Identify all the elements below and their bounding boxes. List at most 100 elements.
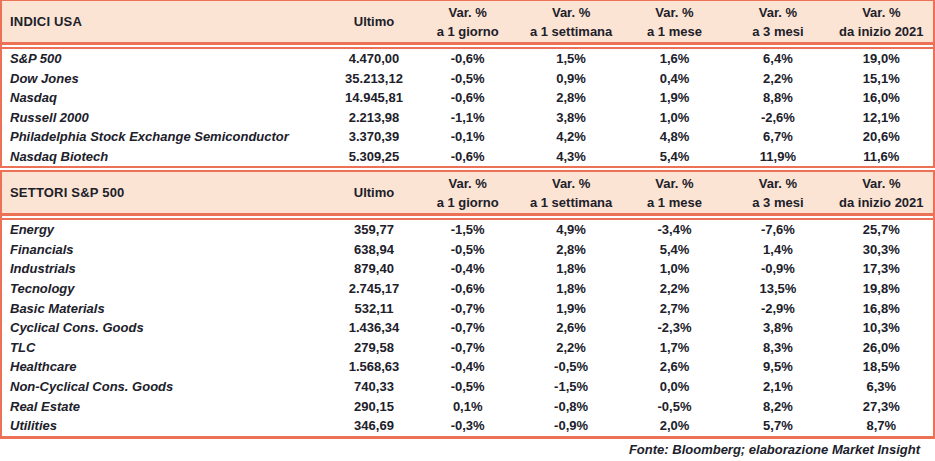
cell-ultimo: 4.470,00 (332, 51, 416, 66)
cell-var-1-settimana: 1,8% (519, 281, 622, 296)
cell-ultimo: 3.370,39 (332, 129, 416, 144)
cell-var-1-giorno: -0,4% (416, 359, 519, 374)
cell-var-3-mesi: 6,7% (726, 129, 829, 144)
row-label: Philadelphia Stock Exchange Semiconducto… (2, 129, 332, 144)
settori-sp500-table: SETTORI S&P 500 Ultimo Var. % a 1 giorno… (0, 170, 935, 439)
column-header-var-pct: Var. % da inizio 2021 (830, 174, 933, 212)
source-note: Fonte: Bloomberg; elaborazione Market In… (0, 439, 935, 460)
cell-var-1-settimana: 4,9% (519, 222, 622, 237)
column-header-line2: a 1 mese (623, 22, 726, 41)
table-row: Dow Jones 35.213,12 -0,5% 0,9% 0,4% 2,2%… (2, 69, 933, 89)
cell-var-inizio-2021: 18,5% (830, 359, 933, 374)
cell-ultimo: 1.436,34 (332, 320, 416, 335)
table-row: Nasdaq Biotech 5.309,25 -0,6% 4,3% 5,4% … (2, 147, 933, 167)
cell-ultimo: 346,69 (332, 418, 416, 433)
row-label: Tecnology (2, 281, 332, 296)
cell-var-1-settimana: 2,8% (519, 242, 622, 257)
column-header-line2: a 3 mesi (726, 22, 829, 41)
row-label: Russell 2000 (2, 110, 332, 125)
cell-var-1-giorno: -0,7% (416, 340, 519, 355)
cell-var-1-giorno: -1,5% (416, 222, 519, 237)
cell-var-1-mese: 5,4% (623, 242, 726, 257)
column-header-line1: Var. % (830, 3, 933, 22)
column-header-var-pct: Var. % a 1 settimana (519, 174, 622, 212)
cell-var-1-mese: 4,8% (623, 129, 726, 144)
cell-var-inizio-2021: 16,0% (830, 90, 933, 105)
cell-var-1-giorno: -0,6% (416, 149, 519, 164)
header-separator-double-line (2, 213, 933, 220)
cell-var-inizio-2021: 30,3% (830, 242, 933, 257)
cell-var-1-settimana: 4,2% (519, 129, 622, 144)
cell-var-3-mesi: 13,5% (726, 281, 829, 296)
cell-var-1-mese: 2,0% (623, 418, 726, 433)
cell-var-1-mese: -3,4% (623, 222, 726, 237)
cell-var-1-settimana: 2,6% (519, 320, 622, 335)
column-header-line2: a 1 giorno (416, 193, 519, 212)
column-header-line2: da inizio 2021 (830, 193, 933, 212)
column-header-line2: a 1 giorno (416, 22, 519, 41)
cell-ultimo: 638,94 (332, 242, 416, 257)
cell-var-1-mese: 1,0% (623, 110, 726, 125)
cell-var-3-mesi: 9,5% (726, 359, 829, 374)
cell-var-1-settimana: 2,8% (519, 90, 622, 105)
column-header-ultimo: Ultimo (332, 185, 416, 200)
cell-var-1-mese: 1,6% (623, 51, 726, 66)
cell-var-1-mese: 0,0% (623, 379, 726, 394)
cell-var-1-settimana: -0,5% (519, 359, 622, 374)
row-label: Non-Cyclical Cons. Goods (2, 379, 332, 394)
table-row: Healthcare 1.568,63 -0,4% -0,5% 2,6% 9,5… (2, 357, 933, 377)
cell-var-inizio-2021: 27,3% (830, 399, 933, 414)
column-header-var-pct: Var. % a 1 settimana (519, 3, 622, 41)
row-label: Nasdaq (2, 90, 332, 105)
cell-var-1-giorno: -0,3% (416, 418, 519, 433)
cell-var-inizio-2021: 10,3% (830, 320, 933, 335)
cell-var-1-giorno: -0,7% (416, 320, 519, 335)
header-separator-double-line (2, 42, 933, 49)
cell-var-1-settimana: -0,8% (519, 399, 622, 414)
column-header-ultimo: Ultimo (332, 14, 416, 29)
cell-var-1-mese: 0,4% (623, 71, 726, 86)
cell-var-1-settimana: 1,8% (519, 261, 622, 276)
cell-var-1-giorno: -0,6% (416, 90, 519, 105)
table-row: Utilities 346,69 -0,3% -0,9% 2,0% 5,7% 8… (2, 416, 933, 436)
cell-var-1-mese: -0,5% (623, 399, 726, 414)
cell-var-1-settimana: 1,5% (519, 51, 622, 66)
cell-var-3-mesi: 8,2% (726, 399, 829, 414)
column-header-line1: Var. % (519, 174, 622, 193)
cell-var-inizio-2021: 15,1% (830, 71, 933, 86)
table-title-indici-usa: INDICI USA (2, 14, 332, 29)
cell-var-1-mese: 2,7% (623, 301, 726, 316)
cell-var-inizio-2021: 12,1% (830, 110, 933, 125)
cell-var-inizio-2021: 11,6% (830, 149, 933, 164)
cell-var-1-mese: 1,9% (623, 90, 726, 105)
column-header-line1: Var. % (623, 3, 726, 22)
table-row: TLC 279,58 -0,7% 2,2% 1,7% 8,3% 26,0% (2, 338, 933, 358)
column-header-var-pct: Var. % a 1 mese (623, 3, 726, 41)
row-label: Nasdaq Biotech (2, 149, 332, 164)
column-header-var-pct: Var. % a 3 mesi (726, 174, 829, 212)
cell-var-3-mesi: 11,9% (726, 149, 829, 164)
cell-var-1-giorno: -0,7% (416, 301, 519, 316)
cell-ultimo: 2.213,98 (332, 110, 416, 125)
cell-ultimo: 740,33 (332, 379, 416, 394)
cell-ultimo: 532,11 (332, 301, 416, 316)
row-label: Financials (2, 242, 332, 257)
cell-ultimo: 14.945,81 (332, 90, 416, 105)
cell-var-1-settimana: 1,9% (519, 301, 622, 316)
row-label: S&P 500 (2, 51, 332, 66)
market-report: INDICI USA Ultimo Var. % a 1 giorno Var.… (0, 0, 935, 460)
table-row: Industrials 879,40 -0,4% 1,8% 1,0% -0,9%… (2, 259, 933, 279)
table-row: Non-Cyclical Cons. Goods 740,33 -0,5% -1… (2, 377, 933, 397)
cell-ultimo: 35.213,12 (332, 71, 416, 86)
cell-ultimo: 290,15 (332, 399, 416, 414)
cell-var-3-mesi: 8,8% (726, 90, 829, 105)
cell-var-inizio-2021: 19,8% (830, 281, 933, 296)
table-row: Russell 2000 2.213,98 -1,1% 3,8% 1,0% -2… (2, 108, 933, 128)
table-row: Basic Materials 532,11 -0,7% 1,9% 2,7% -… (2, 298, 933, 318)
cell-var-1-settimana: 0,9% (519, 71, 622, 86)
row-label: Utilities (2, 418, 332, 433)
column-header-var-pct: Var. % a 1 giorno (416, 3, 519, 41)
cell-ultimo: 279,58 (332, 340, 416, 355)
cell-var-1-settimana: 2,2% (519, 340, 622, 355)
table-row: Financials 638,94 -0,5% 2,8% 5,4% 1,4% 3… (2, 240, 933, 260)
